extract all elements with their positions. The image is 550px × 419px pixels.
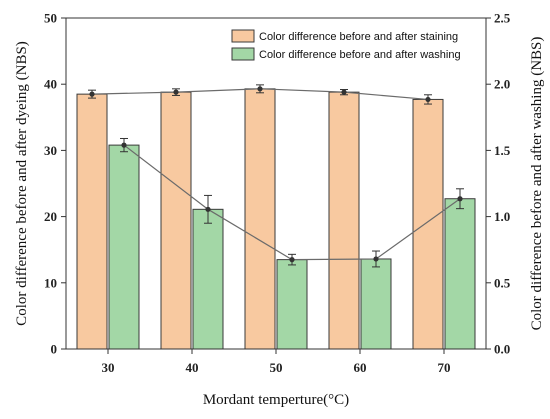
data-point-1-2 (289, 257, 295, 263)
bar-1-40 (192, 208, 224, 350)
bar-0-70 (412, 98, 444, 350)
ticks-layer: 0 10 20 30 40 50 0.0 0.5 1.0 1.5 2.0 2.5 30 40 50 60 70 (44, 11, 511, 376)
bar-1-60 (360, 258, 392, 350)
y-left-tick-label-50: 50 (44, 11, 57, 26)
y-left-tick-label-20: 20 (44, 209, 57, 224)
legend-swatch-washing (231, 47, 255, 61)
legend-label-staining: Color difference before and after staini… (259, 31, 458, 43)
bars-layer (76, 88, 476, 350)
data-point-1-0 (121, 142, 127, 148)
y-left-tick-label-40: 40 (44, 77, 57, 92)
y-right-tick-label-0.0: 0.0 (494, 342, 510, 357)
x-tick-label-60: 60 (354, 360, 367, 375)
data-point-0-2 (257, 86, 263, 92)
legend-label-washing: Color difference before and after washin… (259, 49, 461, 61)
y-left-tick-label-30: 30 (44, 143, 57, 158)
data-point-0-1 (173, 89, 179, 95)
bar-0-40 (160, 91, 192, 350)
y-left-tick-label-10: 10 (44, 275, 57, 290)
x-tick-label-40: 40 (186, 360, 199, 375)
y-right-tick-label-2.0: 2.0 (494, 77, 510, 92)
data-point-0-4 (425, 96, 431, 103)
y-right-tick-label-2.5: 2.5 (494, 11, 511, 26)
bar-0-60 (328, 91, 360, 350)
lines-layer (88, 84, 464, 268)
x-tick-label-50: 50 (270, 360, 283, 375)
y-right-tick-label-1.5: 1.5 (494, 143, 511, 158)
x-tick-label-30: 30 (102, 360, 115, 375)
bar-1-50 (276, 259, 308, 350)
x-tick-label-70: 70 (438, 360, 451, 375)
bar-1-70 (444, 198, 476, 350)
y-right-tick-label-1.0: 1.0 (494, 209, 510, 224)
bar-0-30 (76, 93, 108, 350)
legend-swatch-staining (231, 29, 255, 43)
y-right-tick-label-0.5: 0.5 (494, 275, 511, 290)
legend: Color difference before and after staini… (231, 29, 461, 61)
data-point-1-4 (457, 196, 463, 202)
data-point-1-1 (205, 206, 211, 212)
data-point-1-3 (373, 256, 379, 262)
data-point-0-0 (89, 91, 95, 97)
y-axis-right-title: Color difference before and after washin… (529, 37, 545, 331)
y-left-tick-label-0: 0 (51, 342, 58, 357)
y-axis-left-title: Color difference before and after dyeing… (14, 41, 30, 326)
bar-1-30 (108, 144, 140, 350)
data-point-0-3 (341, 89, 347, 95)
x-axis-title: Mordant temperture(°C) (203, 392, 349, 408)
bar-0-50 (244, 88, 276, 350)
